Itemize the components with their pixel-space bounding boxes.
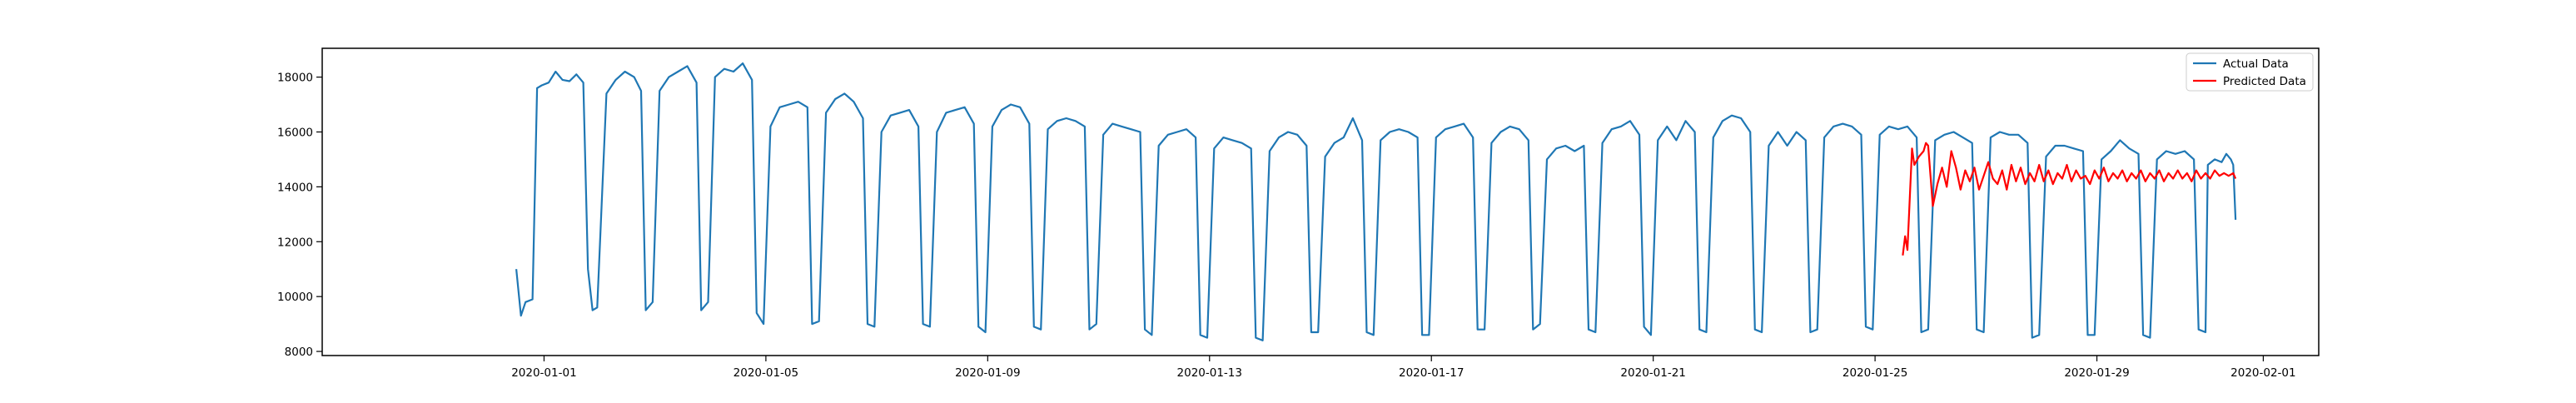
x-tick-label: 2020-02-01	[2230, 366, 2295, 380]
y-tick-label: 18000	[277, 72, 313, 85]
legend-box	[2186, 52, 2314, 92]
legend: Actual Data Predicted Data	[2186, 52, 2314, 92]
y-tick-label: 16000	[277, 126, 313, 139]
y-tick-label: 8000	[285, 346, 313, 359]
x-tick-label: 2020-01-01	[511, 366, 576, 380]
x-axis-ticks: 2020-01-01 2020-01-05 2020-01-09 2020-01-13…	[511, 356, 2296, 380]
y-axis-ticks: 8000 10000 12000 14000 16000 18000	[277, 72, 322, 359]
y-tick-label: 14000	[277, 181, 313, 194]
x-tick-label: 2020-01-17	[1399, 366, 1464, 380]
legend-label: Predicted Data	[2223, 75, 2306, 88]
series-layer	[515, 62, 2237, 341]
legend-label: Actual Data	[2223, 57, 2289, 71]
x-tick-label: 2020-01-13	[1177, 366, 1242, 380]
series-line-actual	[515, 62, 2237, 341]
y-tick-label: 12000	[277, 236, 313, 249]
x-tick-label: 2020-01-09	[955, 366, 1020, 380]
x-tick-label: 2020-01-05	[734, 366, 798, 380]
x-tick-label: 2020-01-25	[1842, 366, 1907, 380]
y-tick-label: 10000	[277, 291, 313, 304]
x-tick-label: 2020-01-29	[2064, 366, 2129, 380]
plot-area-frame	[321, 47, 2320, 356]
series-line-predicted	[1902, 142, 2237, 256]
x-tick-label: 2020-01-21	[1620, 366, 1685, 380]
